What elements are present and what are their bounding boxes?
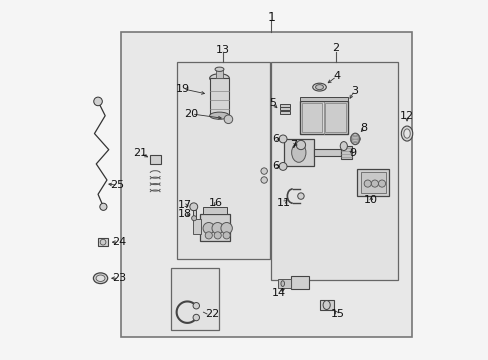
Text: 2: 2 xyxy=(331,43,339,53)
Text: 5: 5 xyxy=(268,98,275,108)
Circle shape xyxy=(378,180,385,187)
Bar xyxy=(360,172,385,193)
Circle shape xyxy=(279,162,286,170)
Bar xyxy=(98,238,108,246)
Circle shape xyxy=(193,302,199,309)
Circle shape xyxy=(203,222,214,234)
Text: 21: 21 xyxy=(133,148,147,158)
Text: 6: 6 xyxy=(271,134,279,144)
Circle shape xyxy=(261,168,267,174)
Text: 10: 10 xyxy=(364,195,378,204)
Circle shape xyxy=(193,314,199,321)
Bar xyxy=(356,169,388,196)
Bar xyxy=(313,149,340,156)
Bar xyxy=(271,62,397,280)
Text: 15: 15 xyxy=(330,309,344,319)
Circle shape xyxy=(100,203,107,210)
Text: 11: 11 xyxy=(276,198,290,207)
Bar xyxy=(325,103,345,132)
Circle shape xyxy=(297,193,304,199)
Text: 18: 18 xyxy=(177,209,191,219)
Ellipse shape xyxy=(96,275,105,282)
Ellipse shape xyxy=(215,67,224,71)
Bar xyxy=(319,300,333,310)
Bar xyxy=(121,32,411,337)
Text: 9: 9 xyxy=(348,148,355,158)
Bar xyxy=(216,69,223,78)
Text: 19: 19 xyxy=(176,84,190,94)
Ellipse shape xyxy=(209,112,229,119)
Text: 3: 3 xyxy=(350,86,357,96)
Circle shape xyxy=(191,216,196,221)
Bar xyxy=(278,279,290,288)
Ellipse shape xyxy=(93,273,107,284)
Circle shape xyxy=(370,180,378,187)
Ellipse shape xyxy=(291,143,305,162)
Circle shape xyxy=(296,140,305,150)
Text: 20: 20 xyxy=(184,109,198,119)
Ellipse shape xyxy=(315,85,323,90)
Circle shape xyxy=(221,222,232,234)
Bar xyxy=(279,104,289,107)
Text: 24: 24 xyxy=(111,237,125,247)
Bar xyxy=(192,210,195,217)
Circle shape xyxy=(100,239,106,245)
Circle shape xyxy=(279,135,286,143)
Bar xyxy=(299,102,347,134)
Bar xyxy=(299,97,347,102)
Text: 17: 17 xyxy=(177,200,191,210)
Circle shape xyxy=(94,97,102,106)
Circle shape xyxy=(364,180,370,187)
Text: 25: 25 xyxy=(110,180,124,190)
Bar xyxy=(279,108,289,111)
Bar xyxy=(200,214,230,241)
Circle shape xyxy=(261,177,267,183)
Ellipse shape xyxy=(209,74,229,83)
Bar xyxy=(176,62,269,258)
Circle shape xyxy=(223,232,230,239)
Bar xyxy=(283,139,313,166)
Bar xyxy=(149,155,160,164)
Ellipse shape xyxy=(403,129,409,138)
Text: 8: 8 xyxy=(360,123,367,133)
Ellipse shape xyxy=(312,83,325,91)
Ellipse shape xyxy=(340,141,346,150)
Bar xyxy=(203,207,226,214)
Circle shape xyxy=(189,203,197,211)
Circle shape xyxy=(205,232,212,239)
Circle shape xyxy=(214,232,221,239)
Text: 12: 12 xyxy=(399,111,413,121)
Ellipse shape xyxy=(323,301,329,310)
Text: 23: 23 xyxy=(111,273,125,283)
Text: 13: 13 xyxy=(216,45,229,55)
Text: 6: 6 xyxy=(271,161,279,171)
Bar xyxy=(192,219,200,234)
Circle shape xyxy=(212,222,223,234)
Ellipse shape xyxy=(401,126,412,141)
Bar xyxy=(171,267,219,330)
Circle shape xyxy=(224,115,232,123)
Text: 16: 16 xyxy=(208,198,223,208)
Ellipse shape xyxy=(281,281,284,287)
Text: 14: 14 xyxy=(271,288,285,297)
Bar xyxy=(209,78,229,116)
Text: 22: 22 xyxy=(205,309,219,319)
Bar xyxy=(290,276,308,289)
Bar xyxy=(279,111,289,114)
Text: 4: 4 xyxy=(332,71,340,81)
Bar xyxy=(301,103,322,132)
Text: 1: 1 xyxy=(267,11,275,24)
Text: 7: 7 xyxy=(290,140,297,150)
Bar xyxy=(340,146,351,159)
Ellipse shape xyxy=(350,133,359,145)
